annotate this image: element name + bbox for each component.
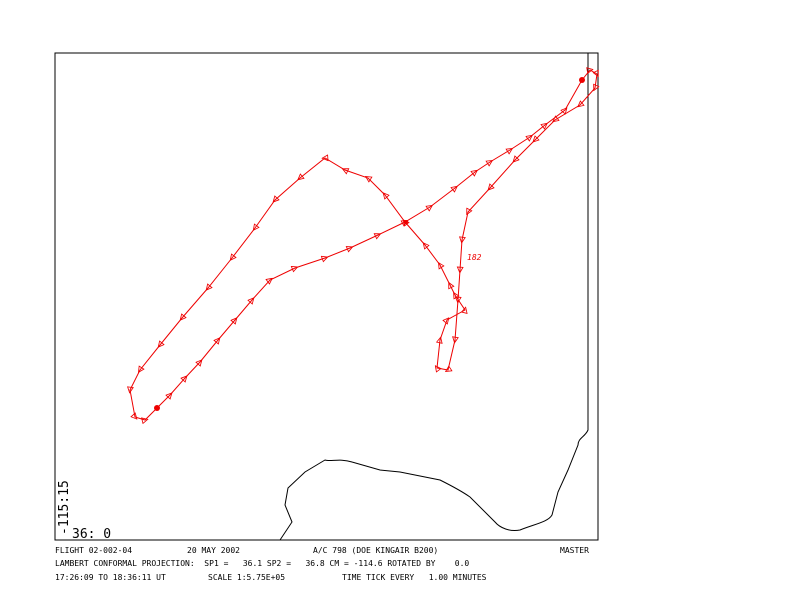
crossing-marker [404, 220, 408, 224]
footer-projection: LAMBERT CONFORMAL PROJECTION: SP1 = 36.1… [55, 559, 469, 568]
footer-date: 20 MAY 2002 [187, 546, 240, 555]
footer-master: MASTER [560, 546, 589, 555]
state-boundary [279, 53, 589, 541]
flight-track [130, 70, 597, 420]
footer-scale: SCALE 1:5.75E+05 [208, 573, 285, 582]
track-label: 182 [467, 253, 482, 262]
footer-flight: FLIGHT 02-002-04 [55, 546, 132, 555]
footer-time-range: 17:26:09 TO 18:36:11 UT [55, 573, 166, 582]
lat-label: 36: 0 [72, 527, 111, 542]
footer-aircraft: A/C 798 (DOE KINGAIR B200) [313, 546, 438, 555]
turn-marker [154, 405, 160, 411]
flight-track [156, 79, 583, 409]
footer-time-tick: TIME TICK EVERY 1.00 MINUTES [342, 573, 487, 582]
lon-label: -115:15 [57, 480, 72, 535]
map-frame [54, 52, 599, 541]
start-marker [579, 77, 585, 83]
